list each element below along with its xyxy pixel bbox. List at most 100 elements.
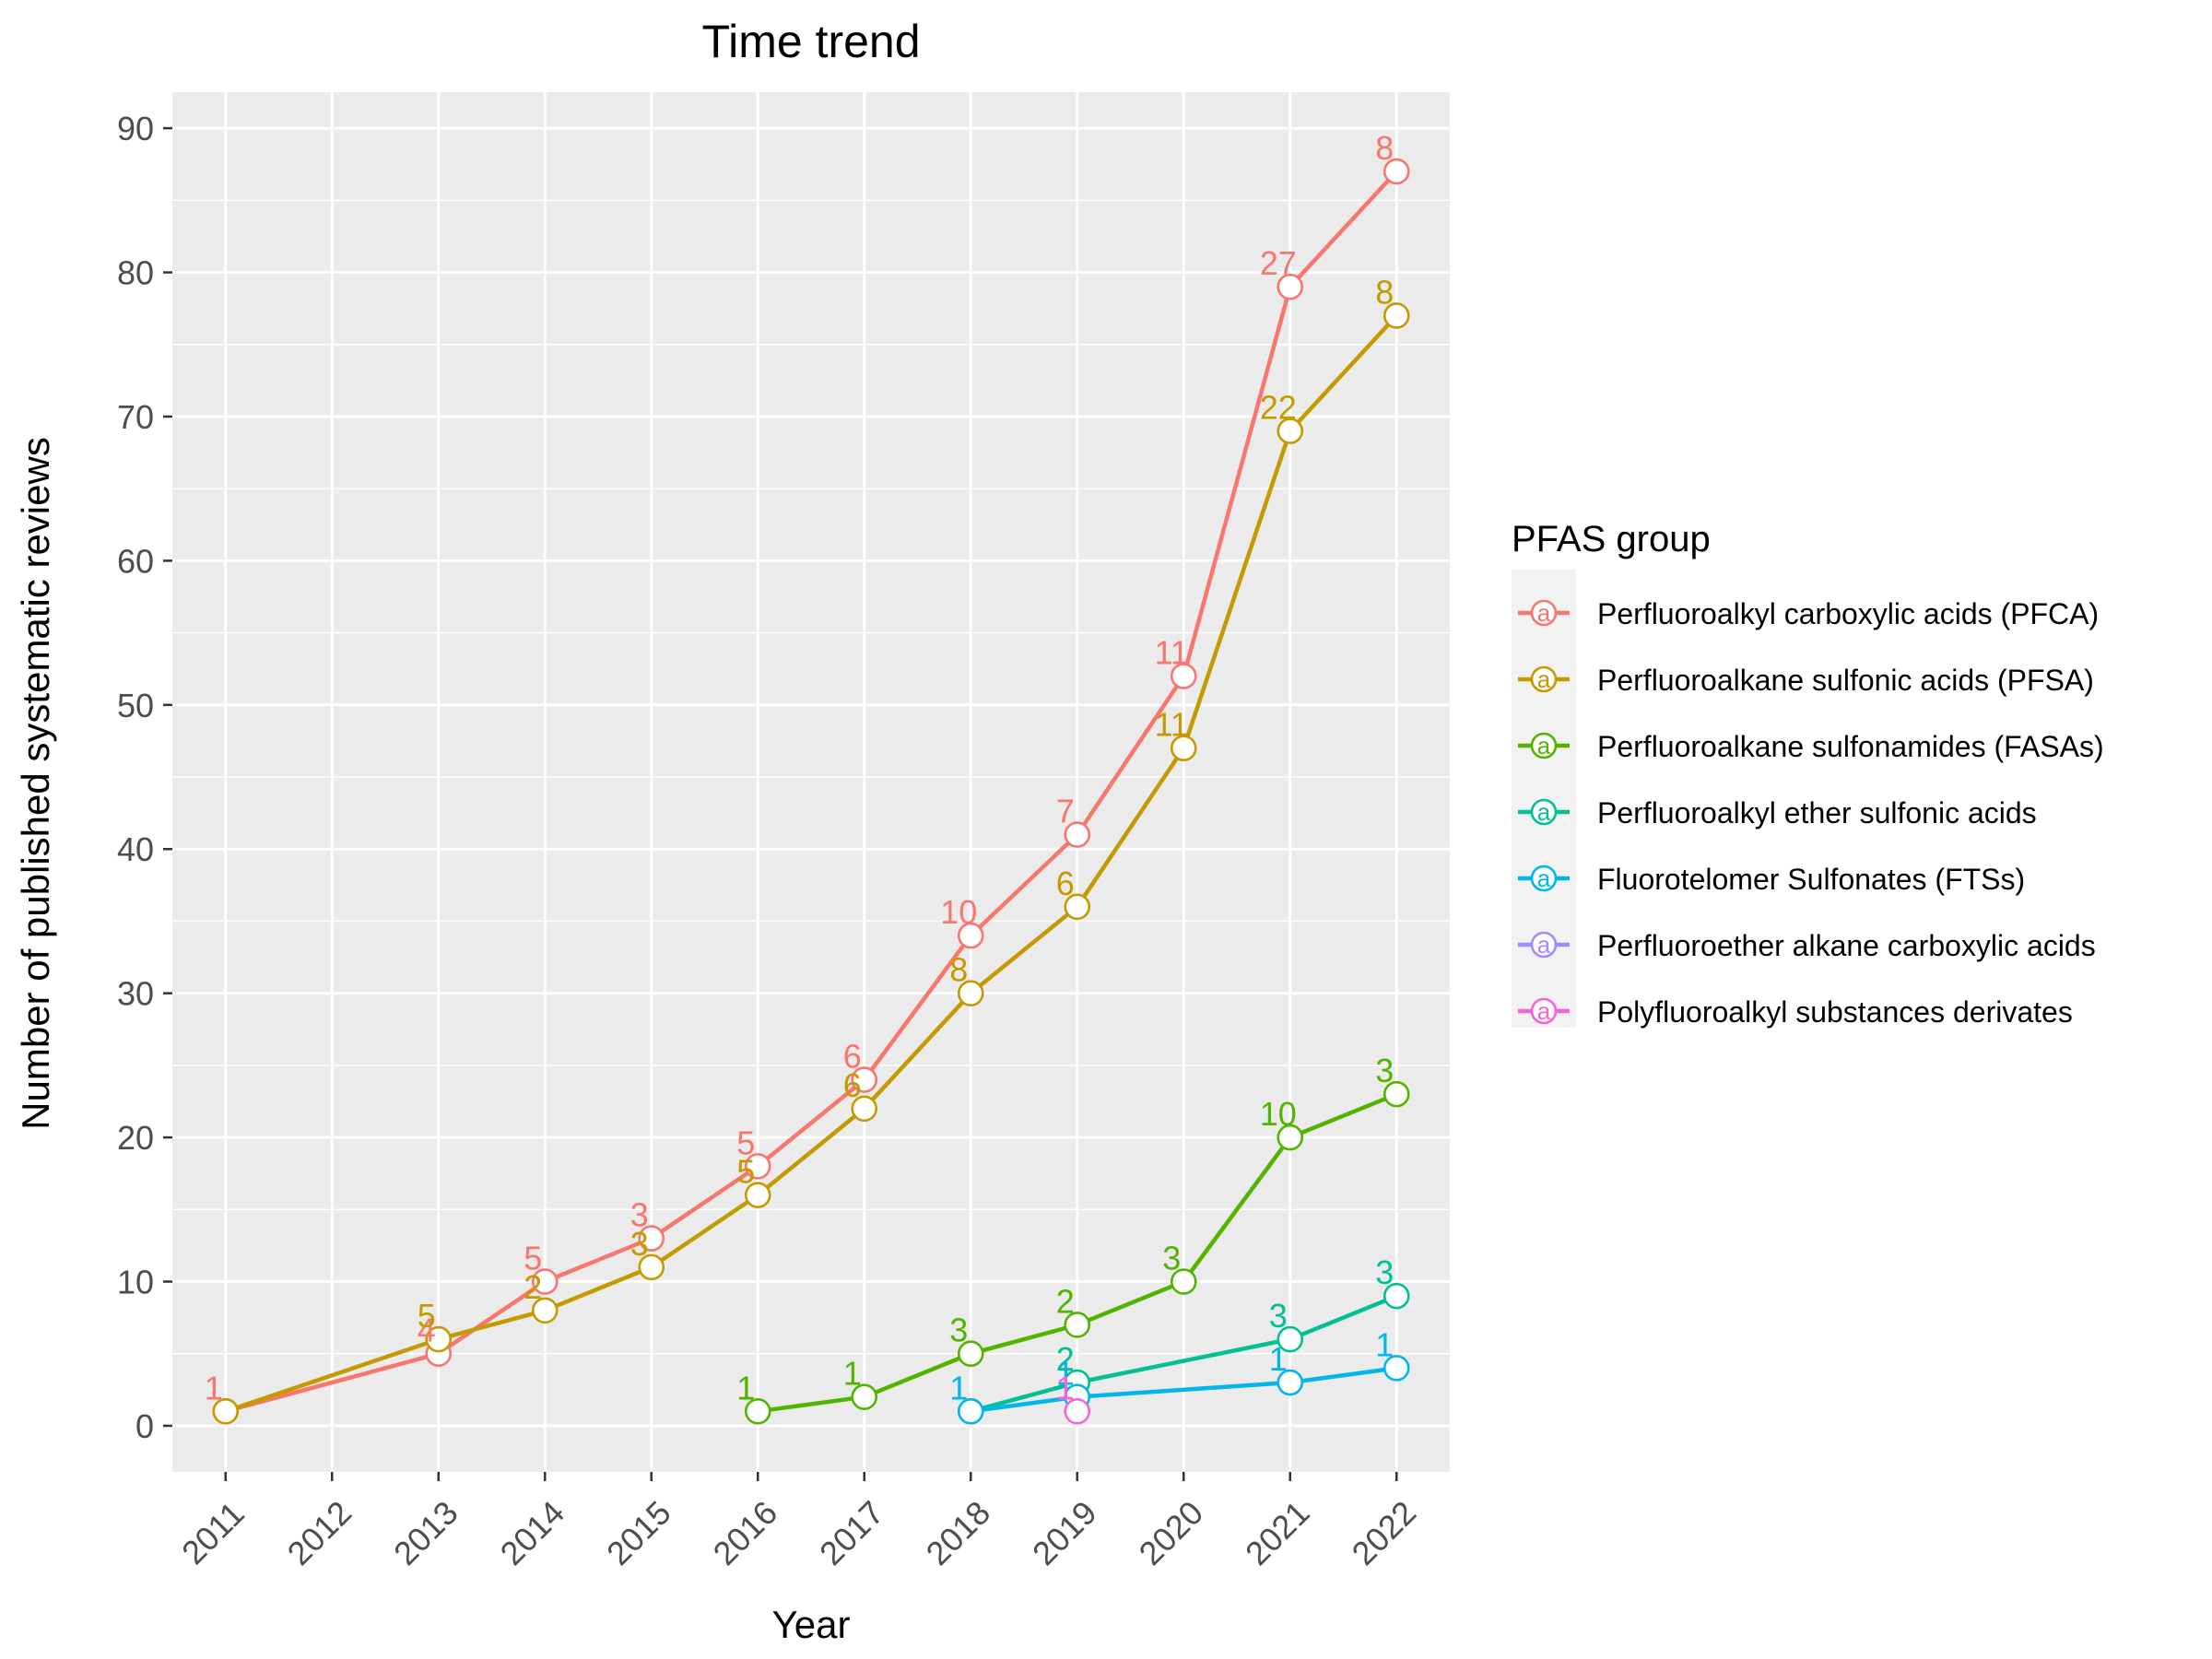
data-point: [957, 922, 984, 949]
data-point: [1064, 1312, 1091, 1338]
data-label: 1: [1375, 1325, 1394, 1363]
plot-panel: [172, 92, 1450, 1472]
data-label: 1: [949, 1369, 968, 1406]
series-2: [212, 302, 1410, 1425]
data-point: [638, 1253, 665, 1281]
y-tick-label: 80: [117, 254, 154, 292]
data-point: [1382, 1080, 1410, 1108]
data-point: [957, 980, 984, 1006]
data-label: 3: [1162, 1240, 1181, 1277]
data-label: 3: [1375, 1052, 1394, 1089]
data-point: [1170, 1268, 1197, 1295]
data-point: [531, 1297, 559, 1324]
data-point: [1170, 663, 1197, 689]
x-tick-label: 2019: [1025, 1493, 1104, 1572]
data-point: [531, 1268, 559, 1295]
data-point: [744, 1398, 771, 1425]
legend-item: a Perfluoroether alkane carboxylic acids: [1518, 929, 2096, 962]
data-point: [1277, 1369, 1304, 1396]
legend-label: Perfluoroalkane sulfonic acids (PFSA): [1597, 664, 2094, 697]
data-label: 1: [1056, 1369, 1075, 1406]
data-point: [1382, 1282, 1410, 1310]
data-label: 1: [843, 1355, 862, 1393]
data-point: [957, 1340, 984, 1368]
data-point: [212, 1398, 240, 1425]
legend-label: Fluorotelomer Sulfonates (FTSs): [1597, 863, 2025, 896]
legend-item: a Perfluoroalkyl carboxylic acids (PFCA): [1518, 597, 2099, 630]
data-label: 8: [1375, 273, 1394, 311]
series-3: [744, 1080, 1410, 1425]
legend-item: a Perfluoroalkane sulfonic acids (PFSA): [1518, 664, 2094, 697]
y-tick-label: 0: [135, 1407, 154, 1445]
data-label: 3: [1269, 1297, 1288, 1335]
data-point: [638, 1225, 665, 1252]
legend-key-point: [1530, 798, 1558, 826]
x-tick-label: 2011: [174, 1494, 252, 1571]
y-tick-label: 30: [117, 975, 154, 1013]
data-point: [425, 1325, 453, 1353]
data-label: 3: [949, 1312, 968, 1349]
data-label: 3: [630, 1196, 649, 1234]
series-7: [1064, 1398, 1091, 1425]
data-point: [851, 1383, 878, 1410]
data-point: [1277, 1325, 1304, 1353]
legend-key-point: [1530, 599, 1558, 627]
series-line: [970, 1294, 1398, 1414]
x-axis-label: Year: [772, 1603, 851, 1646]
y-tick-label: 70: [117, 398, 154, 436]
legend-label: Polyfluoroalkyl substances derivates: [1597, 995, 2073, 1029]
legend-key-glyph: a: [1537, 599, 1551, 627]
legend-key-glyph: a: [1537, 665, 1551, 693]
legend-key-glyph: a: [1537, 732, 1551, 759]
legend-key-glyph: a: [1537, 798, 1551, 826]
y-axis-label: Number of published systematic reviews: [14, 437, 57, 1130]
grid-lines: [172, 92, 1450, 1472]
legend-label: Perfluoroalkyl carboxylic acids (PFCA): [1597, 597, 2099, 630]
data-label: 7: [1056, 793, 1075, 830]
data-label: 1: [205, 1369, 223, 1406]
data-point: [1382, 302, 1410, 329]
legend-key-point: [1530, 931, 1558, 959]
data-point: [851, 1066, 878, 1093]
y-tick-label: 90: [117, 110, 154, 147]
x-tick-label: 2015: [599, 1493, 678, 1572]
data-label: 8: [949, 951, 968, 989]
series-line: [970, 1366, 1397, 1414]
data-label: 10: [940, 893, 977, 931]
data-point: [1064, 893, 1091, 921]
legend: PFAS group a Perfluoroalkyl carboxylic ac…: [1512, 519, 2104, 1029]
data-label: 5: [736, 1153, 755, 1191]
legend-key-glyph: a: [1537, 997, 1551, 1025]
x-tick-label: 2020: [1132, 1493, 1211, 1572]
data-point: [744, 1153, 771, 1180]
data-label: 10: [1260, 1095, 1297, 1133]
legend-key-glyph: a: [1537, 931, 1551, 959]
data-point: [1064, 1398, 1091, 1425]
data-label: 3: [1375, 1253, 1394, 1291]
legend-item: a Fluorotelomer Sulfonates (FTSs): [1518, 863, 2025, 896]
legend-label: Perfluoroether alkane carboxylic acids: [1597, 929, 2096, 962]
data-label: 6: [843, 1038, 862, 1076]
x-tick-label: 2014: [493, 1493, 572, 1572]
data-label: 6: [1056, 865, 1075, 902]
data-point: [1277, 273, 1304, 300]
legend-label: Perfluoroalkyl ether sulfonic acids: [1597, 796, 2037, 830]
x-tick-label: 2017: [812, 1493, 891, 1572]
series-layer: [212, 158, 1410, 1425]
legend-key-point: [1530, 997, 1558, 1025]
data-label: 5: [736, 1124, 755, 1161]
data-label: 3: [630, 1225, 649, 1263]
legend-key-glyph: a: [1537, 865, 1551, 892]
y-tick-label: 40: [117, 830, 154, 868]
data-label: 8: [1375, 129, 1394, 167]
data-label: 22: [1260, 389, 1297, 427]
data-label: 27: [1260, 244, 1297, 282]
x-tick-label: 2022: [1345, 1493, 1424, 1572]
data-label: 5: [524, 1240, 542, 1277]
x-tick-label: 2012: [280, 1493, 359, 1572]
data-label: 5: [418, 1297, 436, 1335]
data-label: 11: [1155, 634, 1189, 672]
y-tick-label: 20: [117, 1119, 154, 1157]
